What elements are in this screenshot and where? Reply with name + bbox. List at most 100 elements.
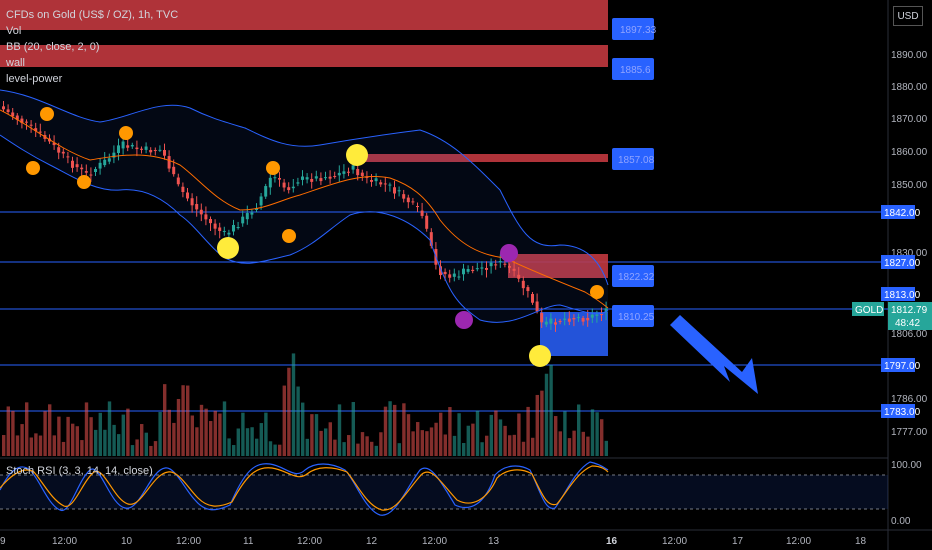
time-tick: 12:00 <box>662 536 687 547</box>
countdown-timer: 48:42 <box>895 318 920 329</box>
volume-bar <box>144 432 148 456</box>
volume-bar <box>241 412 245 456</box>
volume-bar <box>291 353 296 456</box>
candle-body <box>301 176 304 180</box>
legend-vol[interactable]: Vol <box>6 25 22 37</box>
volume-bar <box>319 430 323 456</box>
volume-bar <box>595 412 599 456</box>
candle-body <box>282 182 286 188</box>
legend-level-power[interactable]: level-power <box>6 73 63 85</box>
volume-bar <box>75 426 79 456</box>
volume-bar <box>61 441 66 456</box>
marker-orange <box>590 285 604 299</box>
marker-orange <box>266 161 280 175</box>
candle-body <box>485 268 488 270</box>
volume-bar <box>540 390 544 456</box>
volume-bar <box>278 444 282 456</box>
volume-bar <box>107 401 112 456</box>
candle-body <box>236 227 240 229</box>
candle-body <box>264 186 268 197</box>
volume-bar <box>48 404 52 456</box>
volume-bar <box>420 430 424 456</box>
volume-bar <box>498 419 503 456</box>
bb-fill <box>0 90 608 323</box>
level-tags: 1842.00 1827.00 1813.00 1797.00 1783.00 <box>881 205 921 418</box>
candle-body <box>273 177 277 179</box>
volume-bar <box>218 413 222 456</box>
wall-label-1810: 1810.25 <box>618 312 655 323</box>
level-tag-box <box>881 205 915 219</box>
candle-body <box>66 156 70 158</box>
volume-bar <box>572 430 576 456</box>
time-tick: 16 <box>606 536 618 547</box>
volume-bar <box>471 423 475 456</box>
time-tick: 12:00 <box>297 536 322 547</box>
candle-body <box>388 184 392 186</box>
candle-body <box>259 196 263 206</box>
candle-body <box>107 158 111 162</box>
candle-body <box>590 314 594 318</box>
volume-bar <box>416 422 420 456</box>
candle-body <box>406 197 410 203</box>
candle-body <box>89 174 93 176</box>
wall-zone-1897 <box>0 0 608 30</box>
power-markers <box>26 107 604 367</box>
candle-body <box>333 176 337 178</box>
volume-bar <box>360 432 365 456</box>
candle-body <box>255 208 258 210</box>
candle-body <box>383 183 387 185</box>
volume-bar <box>6 406 10 456</box>
candle-body <box>466 269 470 272</box>
candle-body <box>195 204 199 210</box>
level-tag-box <box>881 287 915 301</box>
candle-body <box>232 225 235 232</box>
stoch-tick-100: 100.00 <box>891 460 922 471</box>
volume-bar <box>57 416 61 456</box>
volume-bar <box>383 406 388 456</box>
volume-bar <box>112 424 116 456</box>
volume-bar <box>282 385 286 456</box>
volume-bar <box>71 423 75 456</box>
volume-bar <box>328 422 332 456</box>
price-tick: 1880.00 <box>891 82 928 93</box>
volume-bar <box>581 431 585 456</box>
volume-bar <box>34 433 38 456</box>
volume-bar <box>172 422 176 456</box>
wall-zone-1885 <box>0 45 608 67</box>
volume-bar <box>485 435 489 456</box>
volume-bar <box>374 445 378 456</box>
candle-body <box>393 187 396 194</box>
level-tag-box <box>881 358 915 372</box>
volume-bar <box>66 416 70 456</box>
currency-button[interactable]: USD <box>893 6 923 26</box>
volume-bar <box>347 435 351 456</box>
candle-body <box>20 118 24 124</box>
arrow-down-right-icon <box>670 315 758 394</box>
candle-body <box>374 178 378 182</box>
volume-bar <box>365 436 369 456</box>
candle-body <box>241 216 245 224</box>
volume-bar <box>425 431 429 456</box>
volume-bar <box>333 439 337 456</box>
candle-body <box>462 268 465 275</box>
candle-body <box>38 131 42 133</box>
candle-body <box>595 314 599 316</box>
stoch-rsi-label[interactable]: Stoch RSI (3, 3, 14, 14, close) <box>6 465 153 477</box>
candle-body <box>140 148 143 150</box>
volume-bar <box>301 402 305 456</box>
candle-body <box>471 269 475 272</box>
candle-body <box>337 172 341 176</box>
legend-wall[interactable]: wall <box>6 57 25 69</box>
volume-bar <box>586 436 590 456</box>
level-tag-1827: 1827.00 <box>884 258 921 269</box>
candle-body <box>586 318 590 321</box>
volume-bar <box>466 425 470 456</box>
candle-body <box>209 219 212 224</box>
volume-bar <box>604 440 608 456</box>
legend-bb[interactable]: BB (20, close, 2, 0) <box>6 41 100 53</box>
candle-body <box>52 142 56 146</box>
candle-body <box>351 165 355 170</box>
volume-bar <box>80 440 84 456</box>
candle-body <box>402 194 406 199</box>
